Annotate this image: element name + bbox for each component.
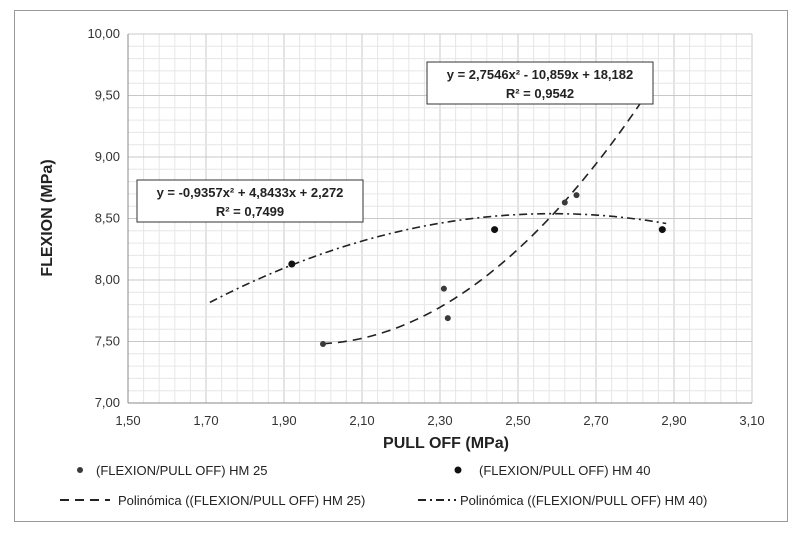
data-point-hm40	[288, 260, 296, 268]
legend-label-trend-hm40: Polinómica ((FLEXION/PULL OFF) HM 40)	[460, 493, 707, 508]
data-point-hm25	[444, 315, 451, 322]
y-tick-label: 8,00	[95, 272, 120, 287]
x-tick-label: 2,30	[427, 413, 452, 428]
legend-label-hm25: (FLEXION/PULL OFF) HM 25	[96, 463, 267, 478]
data-point-hm25	[440, 285, 447, 292]
legend: (FLEXION/PULL OFF) HM 25 (FLEXION/PULL O…	[60, 463, 707, 508]
y-tick-label: 8,50	[95, 211, 120, 226]
x-tick-label: 1,70	[193, 413, 218, 428]
r2-hm40: R² = 0,7499	[216, 204, 284, 219]
y-tick-label: 7,50	[95, 334, 120, 349]
equation-hm25: y = 2,7546x² - 10,859x + 18,182	[447, 67, 634, 82]
data-point-hm40	[491, 226, 499, 234]
trendline-hm25	[322, 99, 644, 345]
y-tick-label: 9,00	[95, 149, 120, 164]
legend-label-trend-hm25: Polinómica ((FLEXION/PULL OFF) HM 25)	[118, 493, 365, 508]
y-axis-title: FLEXION (MPa)	[39, 159, 56, 276]
x-tick-label: 2,50	[505, 413, 530, 428]
legend-label-hm40: (FLEXION/PULL OFF) HM 40	[479, 463, 650, 478]
x-axis-title: PULL OFF (MPa)	[383, 435, 509, 452]
axes	[127, 34, 752, 404]
x-tick-label: 3,10	[739, 413, 764, 428]
trendline-hm40	[209, 212, 667, 304]
x-tick-label: 2,90	[661, 413, 686, 428]
x-tick-label: 2,10	[349, 413, 374, 428]
legend-marker-hm40	[454, 466, 462, 474]
equation-box-hm40: y = -0,9357x² + 4,8433x + 2,272 R² = 0,7…	[136, 179, 364, 223]
r2-hm25: R² = 0,9542	[506, 86, 574, 101]
data-point-hm25	[320, 340, 326, 347]
y-tick-label: 9,50	[95, 88, 120, 103]
x-tick-label: 1,90	[271, 413, 296, 428]
legend-marker-hm25	[77, 467, 83, 473]
x-tick-label: 2,70	[583, 413, 608, 428]
x-tick-labels: 1,50 1,70 1,90 2,10 2,30 2,50 2,70 2,90 3,10	[115, 413, 764, 428]
equation-box-hm25: y = 2,7546x² - 10,859x + 18,182 R² = 0,9…	[426, 61, 654, 105]
x-tick-label: 1,50	[115, 413, 140, 428]
data-point-hm25	[561, 199, 568, 206]
equation-hm40: y = -0,9357x² + 4,8433x + 2,272	[157, 185, 344, 200]
y-tick-label: 10,00	[87, 26, 120, 41]
y-tick-labels: 7,00 7,50 8,00 8,50 9,00 9,50 10,00	[87, 26, 120, 410]
data-points	[288, 192, 666, 347]
data-point-hm40	[658, 226, 666, 234]
y-tick-label: 7,00	[95, 395, 120, 410]
data-point-hm25	[573, 192, 580, 199]
